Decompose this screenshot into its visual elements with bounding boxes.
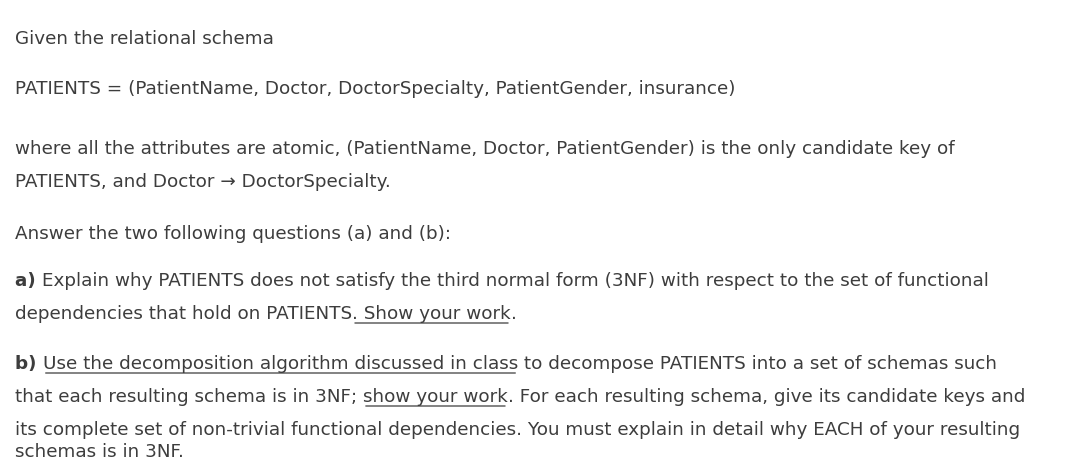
Text: .: . (511, 304, 516, 322)
Text: . For each resulting schema, give its candidate keys and: . For each resulting schema, give its ca… (508, 387, 1025, 405)
Text: b): b) (15, 354, 43, 372)
Text: Given the relational schema: Given the relational schema (15, 30, 274, 48)
Text: schemas is in 3NF.: schemas is in 3NF. (15, 442, 184, 459)
Text: where all the attributes are atomic, (PatientName, Doctor, PatientGender) is the: where all the attributes are atomic, (Pa… (15, 140, 955, 157)
Text: a): a) (15, 271, 42, 289)
Text: dependencies that hold on PATIENTS: dependencies that hold on PATIENTS (15, 304, 352, 322)
Text: that each resulting schema is in 3NF;: that each resulting schema is in 3NF; (15, 387, 363, 405)
Text: Answer the two following questions (a) and (b):: Answer the two following questions (a) a… (15, 224, 451, 242)
Text: show your work: show your work (363, 387, 508, 405)
Text: . Show your work: . Show your work (352, 304, 511, 322)
Text: PATIENTS = (PatientName, Doctor, DoctorSpecialty, PatientGender, insurance): PATIENTS = (PatientName, Doctor, DoctorS… (15, 80, 735, 98)
Text: its complete set of non-trivial functional dependencies. You must explain in det: its complete set of non-trivial function… (15, 420, 1021, 438)
Text: Use the decomposition algorithm discussed in class: Use the decomposition algorithm discusse… (43, 354, 518, 372)
Text: Explain why PATIENTS does not satisfy the third normal form (3NF) with respect t: Explain why PATIENTS does not satisfy th… (42, 271, 989, 289)
Text: to decompose PATIENTS into a set of schemas such: to decompose PATIENTS into a set of sche… (518, 354, 997, 372)
Text: PATIENTS, and Doctor → DoctorSpecialty.: PATIENTS, and Doctor → DoctorSpecialty. (15, 173, 391, 190)
